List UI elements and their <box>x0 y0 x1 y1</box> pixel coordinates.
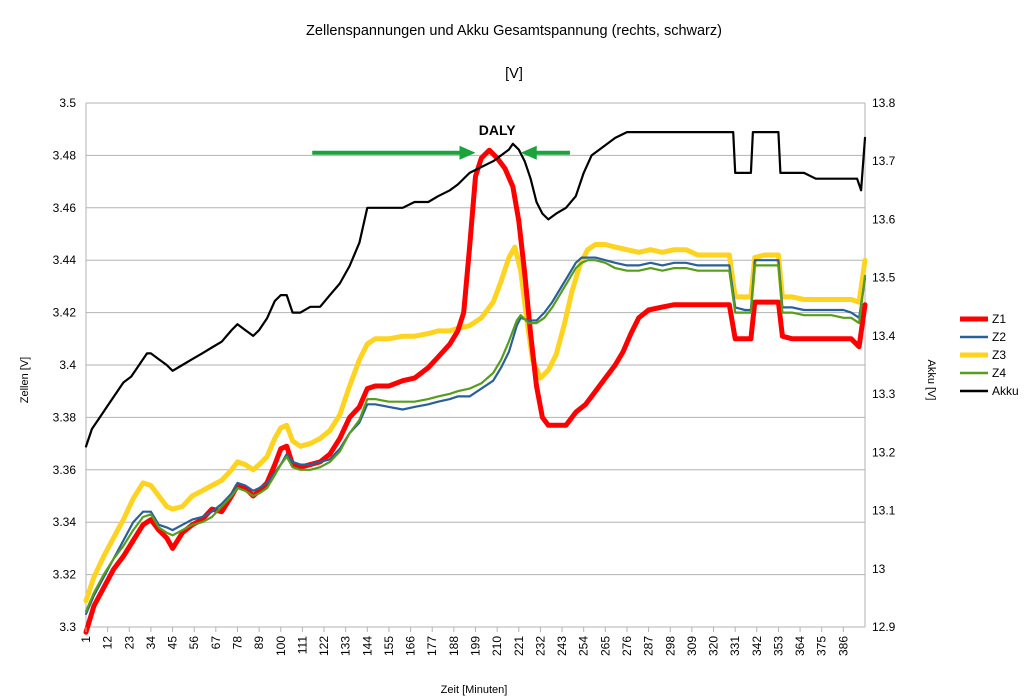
y-tick-label: 3.48 <box>53 148 77 162</box>
x-tick-label: 144 <box>360 636 374 656</box>
daly-annotation: DALY <box>312 122 570 160</box>
x-tick-label: 353 <box>771 636 785 656</box>
y2-tick-label: 13.8 <box>872 96 896 110</box>
x-tick-label: 78 <box>230 636 244 650</box>
legend-label-z2: Z2 <box>992 330 1006 344</box>
x-tick-label: 320 <box>707 636 721 656</box>
y2-tick-label: 12.9 <box>872 620 896 634</box>
y2-tick-label: 13.1 <box>872 504 896 518</box>
x-tick-label: 166 <box>404 636 418 656</box>
y-axis-label: Zellen [V] <box>19 357 31 403</box>
x-tick-label: 89 <box>252 636 266 650</box>
y-tick-label: 3.44 <box>53 253 77 267</box>
y2-tick-label: 13 <box>872 562 886 576</box>
y-tick-label: 3.42 <box>53 306 77 320</box>
x-tick-label: 67 <box>209 636 223 650</box>
x-tick-label: 342 <box>750 636 764 656</box>
y2-tick-label: 13.6 <box>872 212 896 226</box>
x-tick-label: 122 <box>317 636 331 656</box>
x-tick-label: 34 <box>144 636 158 650</box>
x-axis-label: Zeit [Minuten] <box>441 684 508 696</box>
y-tick-label: 3.36 <box>53 463 77 477</box>
x-tick-label: 45 <box>166 636 180 650</box>
x-tick-label: 221 <box>512 636 526 656</box>
x-tick-label: 23 <box>122 636 136 650</box>
annotation-label: DALY <box>479 122 516 138</box>
y2-tick-label: 13.3 <box>872 387 896 401</box>
x-tick-label: 276 <box>620 636 634 656</box>
x-tick-label: 265 <box>598 636 612 656</box>
legend-label-z3: Z3 <box>992 348 1006 362</box>
y2-tick-label: 13.2 <box>872 445 896 459</box>
x-tick-label: 188 <box>447 636 461 656</box>
y-tick-label: 3.4 <box>59 358 76 372</box>
x-tick-label: 232 <box>533 636 547 656</box>
x-axis-ticks: 1 12 23 34 45 56 67 78 89 100 111 122 133 144 155 166 17… <box>79 627 850 656</box>
y-tick-label: 3.46 <box>53 201 77 215</box>
y-tick-label: 3.3 <box>59 620 76 634</box>
series-line-z2 <box>84 256 867 615</box>
x-tick-label: 111 <box>295 636 309 655</box>
legend: Z1 Z2 Z3 Z4 Akku <box>960 312 1019 398</box>
x-tick-label: 210 <box>490 636 504 656</box>
y2-tick-label: 13.4 <box>872 329 896 343</box>
y-tick-label: 3.34 <box>53 515 77 529</box>
y-axis-right-ticks: 12.9 13 13.1 13.2 13.3 13.4 13.5 13.6 13.7 13.8 <box>872 96 896 634</box>
x-tick-label: 133 <box>339 636 353 656</box>
y2-tick-label: 13.5 <box>872 271 896 285</box>
legend-label-z1: Z1 <box>992 312 1006 326</box>
series-line-z3 <box>83 242 868 604</box>
series-line-akku <box>84 131 867 448</box>
x-tick-label: 254 <box>577 636 591 656</box>
x-tick-label: 375 <box>815 636 829 656</box>
x-tick-label: 12 <box>101 636 115 650</box>
x-tick-label: 364 <box>793 636 807 656</box>
legend-label-akku: Akku <box>992 384 1019 398</box>
y-tick-label: 3.38 <box>53 410 77 424</box>
y-tick-label: 3.32 <box>53 568 77 582</box>
x-tick-label: 386 <box>836 636 850 656</box>
x-tick-label: 56 <box>187 636 201 650</box>
x-tick-label: 199 <box>469 636 483 656</box>
x-tick-label: 1 <box>79 636 93 643</box>
x-tick-label: 177 <box>425 636 439 656</box>
x-tick-label: 331 <box>728 636 742 656</box>
chart-subtitle: [V] <box>505 66 523 82</box>
right-arrow-head <box>520 145 537 160</box>
x-tick-label: 298 <box>663 636 677 656</box>
series-lines <box>83 131 868 635</box>
y-tick-label: 3.5 <box>59 96 76 110</box>
x-tick-label: 287 <box>642 636 656 656</box>
x-tick-label: 243 <box>555 636 569 656</box>
x-tick-label: 155 <box>382 636 396 656</box>
series-line-z4 <box>84 259 867 613</box>
y-axis-left-ticks: 3.3 3.32 3.34 3.36 3.38 3.4 3.42 3.44 3.46 3.48 3.… <box>53 96 77 634</box>
y2-tick-label: 13.7 <box>872 154 896 168</box>
x-tick-label: 309 <box>685 636 699 656</box>
left-arrow-head <box>459 145 476 160</box>
legend-label-z4: Z4 <box>992 366 1006 380</box>
y2-axis-label: Akku [V] <box>925 360 937 401</box>
x-tick-label: 100 <box>274 636 288 656</box>
chart-title: Zellenspannungen und Akku Gesamtspannung… <box>306 23 722 39</box>
